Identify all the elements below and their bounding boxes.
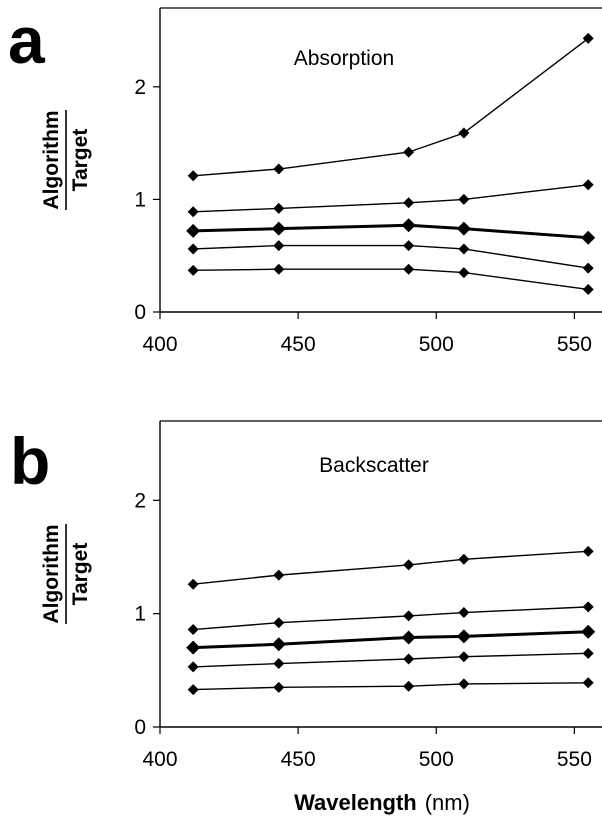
data-point [401, 630, 416, 645]
chart-panel-a: a 0 1 2 400 450 500 550 Algorithm Target Absorptio… [8, 3, 602, 356]
series-line [193, 184, 589, 213]
data-point [273, 163, 285, 175]
data-point [581, 624, 596, 639]
y-axis-label: Algorithm Target [40, 524, 92, 624]
series-line [193, 682, 589, 691]
data-point [582, 179, 594, 191]
series-1 [187, 32, 594, 182]
y-tick-label: 0 [134, 716, 146, 739]
data-point [458, 193, 470, 205]
y-tick-label: 1 [134, 188, 146, 211]
y-label-denominator: Target [69, 543, 92, 606]
data-point [582, 545, 594, 557]
data-point [458, 553, 470, 565]
series-line [193, 652, 589, 668]
x-tick-label: 550 [557, 748, 592, 771]
data-point [458, 651, 470, 663]
data-point [581, 230, 596, 245]
data-point [273, 569, 285, 581]
series-line [193, 630, 589, 650]
data-point [458, 678, 470, 690]
series-2 [187, 179, 594, 218]
data-point [271, 637, 286, 652]
data-point [403, 653, 415, 665]
series-line [193, 550, 589, 585]
x-tick-label: 500 [419, 748, 454, 771]
data-point [186, 223, 201, 238]
series-4 [187, 240, 594, 274]
data-point [403, 197, 415, 209]
x-axis-label-unit: (nm) [425, 790, 470, 815]
data-point [403, 240, 415, 252]
data-point [403, 146, 415, 158]
data-point [273, 240, 285, 252]
data-point [582, 262, 594, 274]
x-tick-label: 450 [281, 333, 316, 356]
data-point [187, 170, 199, 182]
series-5 [187, 677, 594, 696]
x-axis-label-name: Wavelength [294, 790, 417, 815]
y-tick-label: 0 [134, 301, 146, 324]
panel-annotation: Absorption [294, 47, 394, 70]
data-point [403, 263, 415, 275]
data-point [458, 267, 470, 279]
x-tick-label: 400 [142, 333, 177, 356]
x-tick-label: 400 [142, 748, 177, 771]
y-label-numerator: Algorithm [40, 110, 63, 209]
data-point [187, 578, 199, 590]
series-line [193, 223, 589, 240]
series-1 [187, 545, 594, 590]
y-tick-label: 1 [134, 603, 146, 626]
y-label-numerator: Algorithm [40, 524, 63, 623]
series-3 [186, 624, 596, 655]
x-tick-label: 500 [419, 333, 454, 356]
data-point [458, 127, 470, 139]
data-point [403, 680, 415, 692]
panel-annotation: Backscatter [319, 454, 429, 477]
data-point [403, 610, 415, 622]
series-5 [187, 263, 594, 295]
data-point [187, 243, 199, 255]
panel-label: a [8, 3, 46, 77]
data-point [273, 681, 285, 693]
series-4 [187, 647, 594, 673]
panel-label: b [10, 424, 50, 498]
data-point [582, 601, 594, 613]
series-3 [186, 218, 596, 245]
data-point [456, 221, 471, 236]
data-point [186, 640, 201, 655]
series-line [193, 606, 589, 631]
data-point [582, 647, 594, 659]
data-point [273, 202, 285, 214]
data-point [458, 607, 470, 619]
data-point [401, 218, 416, 233]
data-point [582, 677, 594, 689]
data-point [271, 221, 286, 236]
data-point [187, 624, 199, 636]
x-axis-label: Wavelength (nm) [294, 790, 470, 815]
data-point [403, 559, 415, 571]
series-line [193, 244, 589, 269]
x-tick-label: 450 [281, 748, 316, 771]
data-point [458, 243, 470, 255]
data-point [273, 263, 285, 275]
series-2 [187, 601, 594, 636]
series-line [193, 268, 589, 291]
data-point [187, 684, 199, 696]
x-tick-label: 550 [557, 333, 592, 356]
data-point [456, 629, 471, 644]
data-point [187, 206, 199, 218]
y-axis-label: Algorithm Target [40, 110, 92, 210]
data-point [582, 32, 594, 44]
data-point [273, 617, 285, 629]
data-point [187, 264, 199, 276]
y-label-denominator: Target [69, 129, 92, 192]
chart-panel-b: b 0 1 2 400 450 500 550 Algorithm Target Backscatt… [10, 420, 602, 815]
y-tick-label: 2 [134, 489, 146, 512]
data-point [187, 661, 199, 673]
data-point [582, 283, 594, 295]
data-point [273, 658, 285, 670]
y-tick-label: 2 [134, 76, 146, 99]
